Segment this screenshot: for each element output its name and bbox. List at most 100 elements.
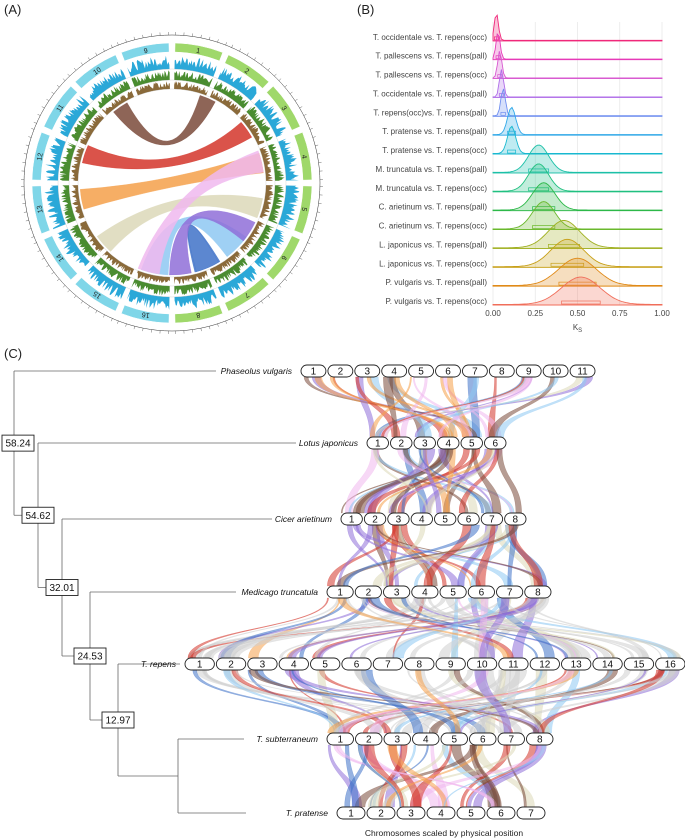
ks-xtick-label: 0.00 bbox=[485, 309, 501, 318]
circos-tick bbox=[239, 48, 241, 52]
circos-density-track bbox=[59, 95, 90, 138]
circos-tick bbox=[28, 228, 32, 230]
circos-density-track bbox=[246, 224, 275, 257]
circos-density-track bbox=[89, 68, 127, 101]
ks-density-ridge bbox=[492, 51, 663, 80]
ks-boxplot bbox=[507, 149, 517, 154]
circos-chromosome-label: 7 bbox=[243, 290, 250, 298]
chromosome-box bbox=[480, 512, 504, 526]
circos-tick bbox=[56, 84, 60, 88]
circos-tick bbox=[62, 78, 66, 81]
divergence-node-label: 12.97 bbox=[105, 716, 130, 727]
circos-outer-axis bbox=[23, 34, 321, 332]
circos-density-track bbox=[60, 185, 76, 224]
chromosome-box bbox=[462, 364, 488, 378]
circos-chromosome-label: 2 bbox=[243, 68, 250, 76]
circos-tick bbox=[254, 57, 257, 61]
chromosome-number: 2 bbox=[366, 588, 372, 599]
chromosome-number: 9 bbox=[526, 367, 532, 378]
circos-density-track bbox=[126, 289, 170, 310]
circos-density-track bbox=[45, 137, 66, 181]
chromosome-box bbox=[184, 657, 215, 671]
ks-density-ridge bbox=[492, 220, 663, 249]
circos-synteny-ribbon bbox=[137, 150, 264, 275]
chromosome-box bbox=[412, 732, 440, 746]
chromosome-box bbox=[341, 657, 372, 671]
circos-tick bbox=[307, 242, 311, 245]
chromosome-number: 7 bbox=[385, 660, 391, 671]
circos-density-track bbox=[254, 228, 285, 268]
chromosome-box bbox=[435, 657, 466, 671]
ks-xaxis-label-sub: S bbox=[578, 328, 582, 334]
chromosome-number: 5 bbox=[468, 809, 474, 820]
circos-density-track bbox=[57, 228, 90, 267]
circos-tick bbox=[303, 250, 307, 252]
circos-density-track bbox=[135, 81, 170, 96]
chromosome-box bbox=[488, 364, 515, 378]
circos-tick bbox=[80, 62, 83, 66]
circos-tick bbox=[200, 34, 202, 38]
circos-tick bbox=[307, 121, 311, 124]
circos-chromosome-label: 11 bbox=[56, 104, 66, 114]
circos-density-track bbox=[246, 106, 273, 142]
chromosome-number: 4 bbox=[291, 660, 297, 671]
ks-comparison-label: T. pallescens vs. T. repens(pall) bbox=[376, 52, 488, 61]
chromosome-box bbox=[381, 364, 408, 378]
chromosome-number: 3 bbox=[394, 735, 400, 746]
circos-tick bbox=[87, 305, 90, 309]
chromosome-box bbox=[569, 364, 596, 378]
circos-density-track bbox=[259, 146, 274, 181]
circos-tick bbox=[117, 42, 119, 46]
chromosome-number: 2 bbox=[398, 439, 404, 450]
chromosome-box bbox=[497, 732, 525, 746]
circos-tick bbox=[95, 52, 98, 56]
circos-density-track bbox=[59, 142, 76, 181]
ks-density-ridge bbox=[492, 201, 663, 230]
chromosome-box bbox=[336, 806, 366, 820]
chromosome-box bbox=[435, 364, 461, 378]
circos-chromosome-segment bbox=[43, 235, 78, 281]
chromosome-number: 8 bbox=[537, 735, 543, 746]
circos-tick bbox=[125, 323, 127, 327]
circos-tick bbox=[239, 314, 241, 318]
circos-tick bbox=[299, 106, 303, 109]
ks-boxplot bbox=[528, 168, 550, 173]
circos-density-track bbox=[217, 265, 257, 298]
ks-comparison-label: T. repens(occ)vs. T. repens(pall) bbox=[373, 108, 487, 117]
circos-tick bbox=[62, 285, 66, 288]
chromosome-box bbox=[278, 657, 309, 671]
chromosome-number: 1 bbox=[337, 735, 343, 746]
ks-comparison-label: T. pratense vs. T. repens(occ) bbox=[382, 146, 487, 155]
circos-tick bbox=[312, 136, 316, 138]
chromosome-box bbox=[354, 585, 382, 599]
chromosome-number: 4 bbox=[445, 439, 451, 450]
synteny-ribbon bbox=[202, 597, 537, 659]
chromosome-number: 5 bbox=[469, 439, 475, 450]
circos-tick bbox=[254, 305, 257, 309]
ks-density-ridge bbox=[492, 182, 663, 212]
circos-tick bbox=[284, 84, 288, 88]
chromosome-box bbox=[457, 512, 480, 526]
circos-density-track bbox=[71, 106, 98, 142]
chromosome-box bbox=[426, 806, 456, 820]
synteny-ribbon bbox=[425, 448, 495, 514]
chromosome-number: 5 bbox=[322, 660, 328, 671]
circos-tick bbox=[231, 318, 234, 322]
ks-density-ridge bbox=[492, 14, 663, 42]
chromosome-box bbox=[516, 806, 546, 820]
ks-boxplot bbox=[500, 111, 506, 116]
chromosome-box bbox=[340, 512, 363, 526]
circos-tick bbox=[267, 295, 271, 299]
ks-density-ridge bbox=[492, 238, 663, 268]
chromosome-box bbox=[411, 585, 439, 599]
circos-tick bbox=[31, 128, 35, 130]
chromosome-box bbox=[504, 512, 527, 526]
circos-tick bbox=[110, 318, 113, 322]
circos-chromosome-label: 13 bbox=[36, 205, 44, 214]
circos-tick bbox=[278, 78, 282, 81]
chromosome-number: 8 bbox=[535, 588, 541, 599]
chromosome-number: 4 bbox=[438, 809, 444, 820]
circos-density-track bbox=[131, 279, 170, 296]
circos-tick bbox=[289, 91, 293, 94]
